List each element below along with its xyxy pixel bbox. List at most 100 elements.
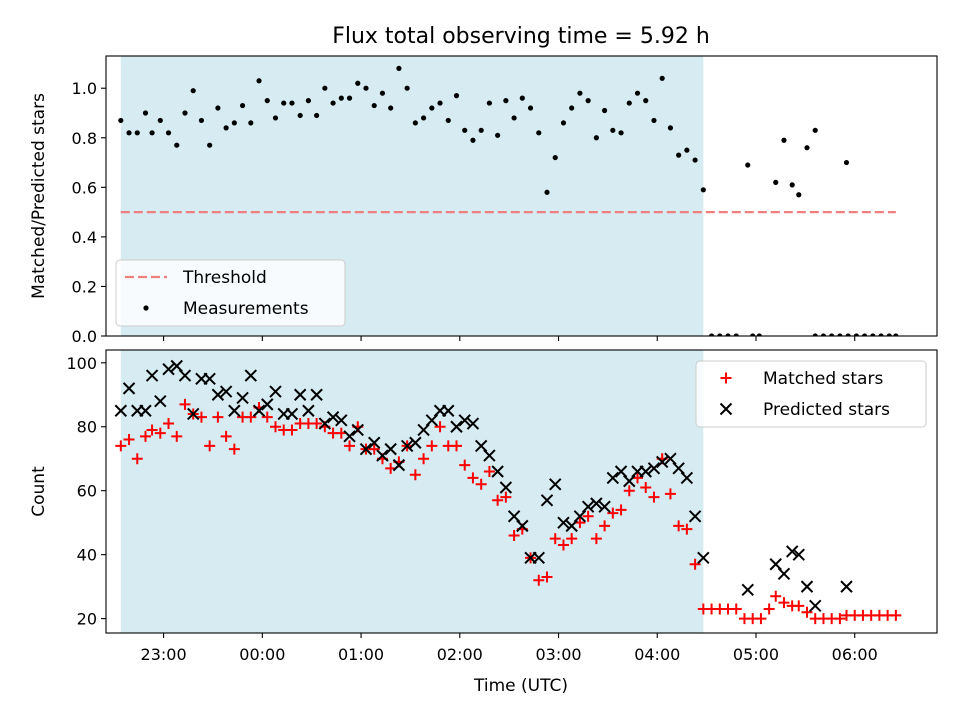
y-axis-label: Matched/Predicted stars: [29, 93, 49, 299]
data-point: [796, 192, 802, 198]
data-point: [688, 510, 702, 523]
data-point: [544, 189, 550, 195]
data-point: [165, 130, 172, 136]
data-point: [655, 455, 669, 469]
data-point: [533, 574, 545, 586]
data-point: [708, 333, 715, 336]
data-point: [310, 388, 323, 401]
data-point: [458, 414, 471, 427]
data-point: [123, 434, 135, 446]
legend: Matched stars Predicted stars: [695, 360, 927, 428]
data-point: [286, 424, 298, 436]
legend-handle: [719, 402, 733, 416]
data-point: [793, 600, 805, 612]
data-point: [651, 117, 657, 124]
data-point: [676, 152, 682, 158]
data-point: [582, 510, 594, 522]
data-point: [809, 599, 822, 613]
data-point: [466, 417, 480, 430]
data-point: [700, 187, 706, 193]
y-tick-label: 0.0: [72, 327, 97, 346]
data-point: [203, 372, 216, 385]
data-point: [697, 551, 710, 565]
data-point: [483, 449, 496, 462]
y-axis-label: Count: [29, 466, 49, 517]
data-point: [462, 127, 468, 133]
data-point: [437, 100, 443, 106]
x-tick-label: 01:00: [338, 645, 384, 664]
data-point: [861, 333, 868, 336]
data-point: [204, 440, 216, 452]
legend-box: [115, 259, 346, 327]
data-point: [371, 102, 377, 109]
data-point: [812, 333, 818, 336]
data-point: [540, 494, 554, 507]
data-point: [363, 85, 369, 91]
data-point: [139, 430, 151, 442]
data-point: [581, 500, 595, 513]
x-tick-label: 05:00: [733, 645, 779, 664]
data-point: [239, 102, 246, 109]
data-point: [318, 417, 332, 430]
top-panel: 0.0 0.2 0.4 0.6 0.8 1.0 Matched/Predicted star…: [29, 55, 938, 346]
data-point: [557, 539, 569, 551]
data-point: [163, 418, 175, 430]
data-point: [311, 418, 323, 430]
data-point: [245, 411, 257, 423]
data-point: [598, 500, 611, 513]
data-point: [566, 533, 578, 545]
legend-label: Predicted stars: [763, 400, 890, 420]
data-point: [681, 523, 693, 535]
data-point: [733, 333, 739, 336]
data-point: [602, 107, 608, 114]
data-point: [351, 423, 364, 437]
data-point: [179, 398, 191, 410]
data-point: [171, 430, 183, 442]
data-point: [606, 471, 620, 485]
data-point: [149, 130, 155, 136]
data-point: [252, 404, 266, 417]
data-point: [256, 78, 262, 84]
data-point: [178, 369, 192, 382]
data-point: [781, 137, 787, 143]
data-point: [272, 115, 279, 121]
data-point: [281, 100, 287, 106]
data-point: [870, 333, 876, 336]
data-point: [886, 333, 892, 336]
data-point: [219, 385, 233, 398]
data-point: [689, 558, 701, 570]
data-point: [289, 100, 295, 106]
x-tick-label: 03:00: [535, 645, 581, 664]
axes-frame: [105, 349, 938, 634]
axes-frame: [105, 55, 938, 337]
data-point: [269, 385, 282, 398]
data-point: [388, 105, 394, 111]
data-point: [338, 95, 344, 101]
data-point: [829, 333, 835, 336]
data-point: [639, 465, 652, 478]
observing-span: [120, 350, 704, 633]
bottom-panel: 20 40 60 80 100 23:00 00:00 01:00 02:00 03:00 04:0…: [29, 349, 938, 664]
data-point: [745, 162, 751, 168]
data-point: [467, 472, 479, 484]
data-point: [773, 179, 779, 185]
y-tick-label: 20: [77, 610, 97, 629]
data-point: [667, 125, 674, 131]
data-point: [492, 494, 504, 506]
data-point: [878, 333, 884, 336]
data-point: [541, 571, 553, 583]
data-point: [770, 590, 782, 602]
data-point: [418, 453, 430, 465]
data-point: [244, 369, 258, 382]
data-point: [577, 90, 583, 96]
data-point: [368, 443, 380, 455]
data-point: [560, 120, 567, 126]
data-point: [384, 442, 397, 456]
chart-title: Flux total observing time = 5.92 h: [332, 24, 710, 49]
data-point: [890, 609, 902, 621]
data-point: [396, 65, 402, 71]
data-point: [840, 580, 853, 593]
data-point: [346, 95, 353, 101]
data-point: [326, 410, 340, 424]
